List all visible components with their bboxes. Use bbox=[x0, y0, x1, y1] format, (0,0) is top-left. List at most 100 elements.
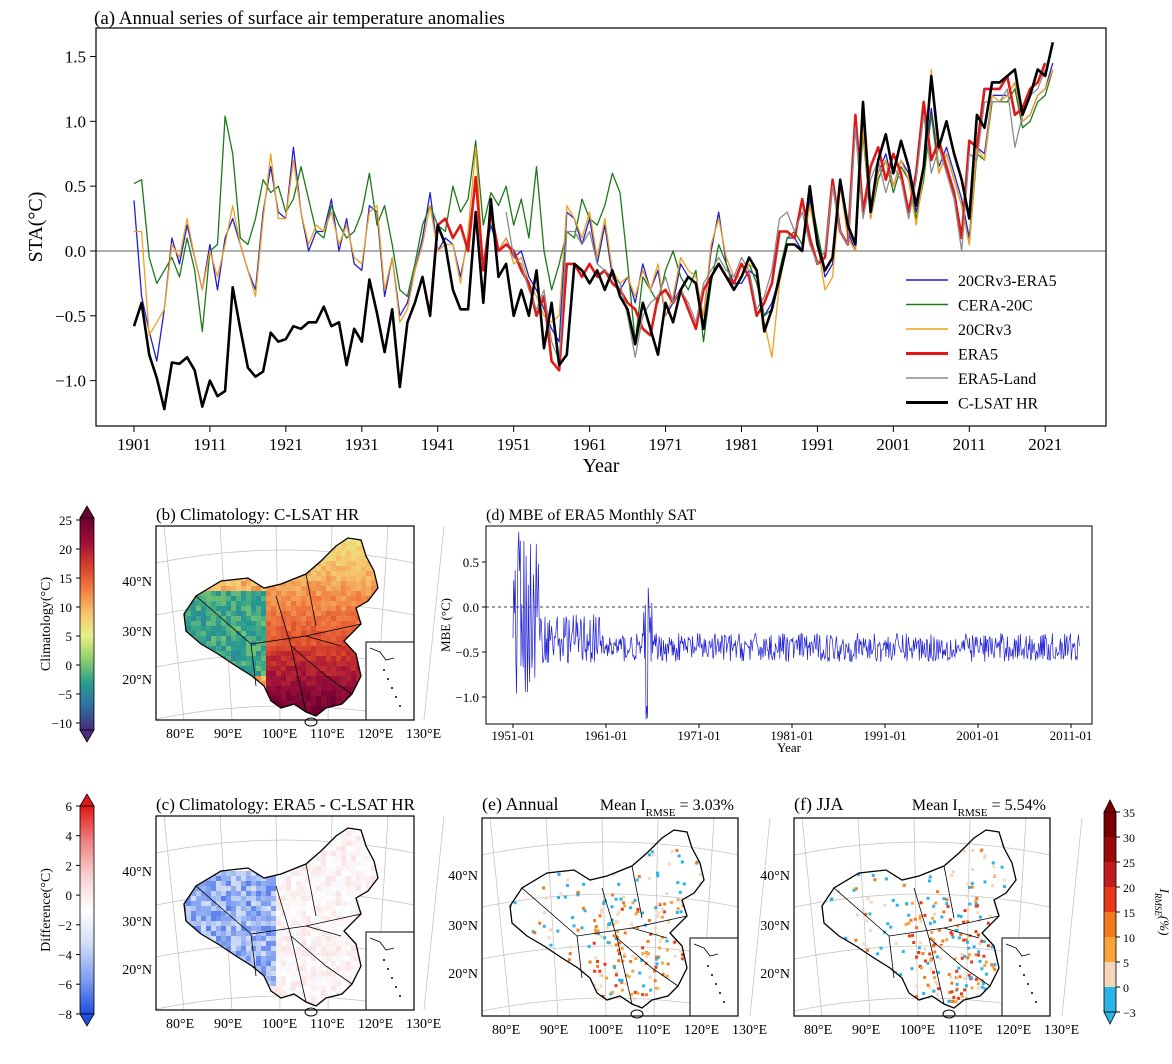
grid-cell bbox=[206, 866, 212, 872]
grid-cell bbox=[176, 876, 182, 882]
grid-cell bbox=[261, 538, 267, 542]
grid-cell bbox=[341, 846, 347, 852]
grid-cell bbox=[286, 666, 292, 672]
grid-cell bbox=[291, 881, 297, 887]
station-dot bbox=[538, 921, 542, 925]
grid-cell bbox=[356, 711, 362, 716]
grid-cell bbox=[196, 676, 202, 682]
grid-cell bbox=[321, 1011, 327, 1017]
grid-cell bbox=[326, 956, 332, 962]
station-dot bbox=[513, 960, 517, 964]
station-dot bbox=[676, 907, 680, 911]
station-dot bbox=[681, 957, 685, 961]
grid-cell bbox=[246, 828, 252, 832]
station-dot bbox=[974, 901, 978, 905]
stat-sub: RMSE bbox=[958, 807, 988, 819]
grid-cell bbox=[186, 621, 192, 627]
grid-cell bbox=[261, 821, 267, 827]
panel-c-title: (c) Climatology: ERA5 - C-LSAT HR bbox=[156, 795, 416, 814]
grid-cell bbox=[211, 636, 217, 642]
station-dot bbox=[883, 1006, 887, 1008]
grid-cell bbox=[206, 941, 212, 947]
grid-cell bbox=[291, 891, 297, 897]
grid-cell bbox=[331, 896, 337, 902]
grid-cell bbox=[241, 916, 247, 922]
station-dot bbox=[614, 973, 618, 977]
grid-cell bbox=[291, 1001, 297, 1006]
grid-cell bbox=[261, 706, 267, 712]
station-dot bbox=[865, 919, 869, 923]
grid-cell bbox=[196, 936, 202, 942]
grid-cell bbox=[261, 951, 267, 957]
grid-cell bbox=[251, 856, 257, 862]
colorbar-tick-label: 25 bbox=[59, 513, 72, 528]
station-dot bbox=[600, 935, 604, 939]
station-dot bbox=[863, 976, 867, 980]
grid-cell bbox=[381, 606, 387, 612]
grid-cell bbox=[261, 1001, 267, 1006]
grid-cell bbox=[216, 721, 222, 727]
station-dot bbox=[611, 893, 615, 897]
grid-cell bbox=[281, 921, 287, 927]
grid-cell bbox=[176, 921, 182, 927]
grid-cell bbox=[196, 606, 202, 612]
grid-cell bbox=[186, 531, 192, 537]
grid-cell bbox=[216, 1001, 222, 1006]
grid-cell bbox=[176, 581, 182, 587]
grid-cell bbox=[316, 596, 322, 602]
province-border bbox=[250, 643, 257, 687]
grid-cell bbox=[266, 671, 272, 677]
station-dot bbox=[940, 944, 944, 948]
grid-cell bbox=[311, 881, 317, 887]
station-dot bbox=[980, 967, 984, 971]
grid-cell bbox=[186, 916, 192, 922]
grid-cell bbox=[306, 821, 312, 827]
grid-cell bbox=[241, 666, 247, 672]
grid-cell bbox=[291, 581, 297, 587]
grid-cell bbox=[246, 956, 252, 962]
station-dot bbox=[571, 915, 575, 919]
grid-cell bbox=[271, 876, 277, 882]
grid-cell bbox=[231, 571, 237, 577]
grid-cell bbox=[316, 956, 322, 962]
grid-cell bbox=[191, 538, 197, 542]
grid-cell bbox=[256, 906, 262, 912]
grid-cell bbox=[346, 546, 352, 552]
station-dot bbox=[623, 904, 627, 908]
grid-cell bbox=[201, 611, 207, 617]
grid-cell bbox=[276, 911, 282, 917]
grid-cell bbox=[256, 896, 262, 902]
grid-cell bbox=[186, 961, 192, 967]
grid-cell bbox=[186, 721, 192, 727]
grid-cell bbox=[306, 671, 312, 677]
grid-cell bbox=[241, 686, 247, 692]
grid-cell bbox=[266, 881, 272, 887]
grid-cell bbox=[326, 651, 332, 657]
station-dot bbox=[935, 983, 939, 987]
grid-cell bbox=[221, 921, 227, 927]
lon-tick-label: 80°E bbox=[166, 727, 194, 742]
grid-cell bbox=[296, 896, 302, 902]
grid-cell bbox=[336, 696, 342, 702]
grid-cell bbox=[281, 976, 287, 982]
grid-cell bbox=[196, 996, 202, 1002]
grid-cell bbox=[276, 666, 282, 672]
grid-cell bbox=[346, 961, 352, 967]
grid-cell bbox=[191, 816, 197, 822]
grid-cell bbox=[231, 906, 237, 912]
station-dot bbox=[680, 860, 684, 864]
grid-cell bbox=[361, 621, 367, 627]
grid-cell bbox=[241, 846, 247, 852]
station-dot bbox=[568, 952, 572, 956]
grid-cell bbox=[281, 591, 287, 597]
grid-cell bbox=[226, 916, 232, 922]
station-dot bbox=[688, 911, 692, 915]
grid-cell bbox=[296, 866, 302, 872]
station-dot bbox=[543, 856, 547, 860]
grid-cell bbox=[296, 971, 302, 977]
grid-cell bbox=[311, 966, 317, 972]
station-dot bbox=[955, 969, 959, 973]
station-dot bbox=[966, 882, 970, 886]
grid-cell bbox=[221, 636, 227, 642]
